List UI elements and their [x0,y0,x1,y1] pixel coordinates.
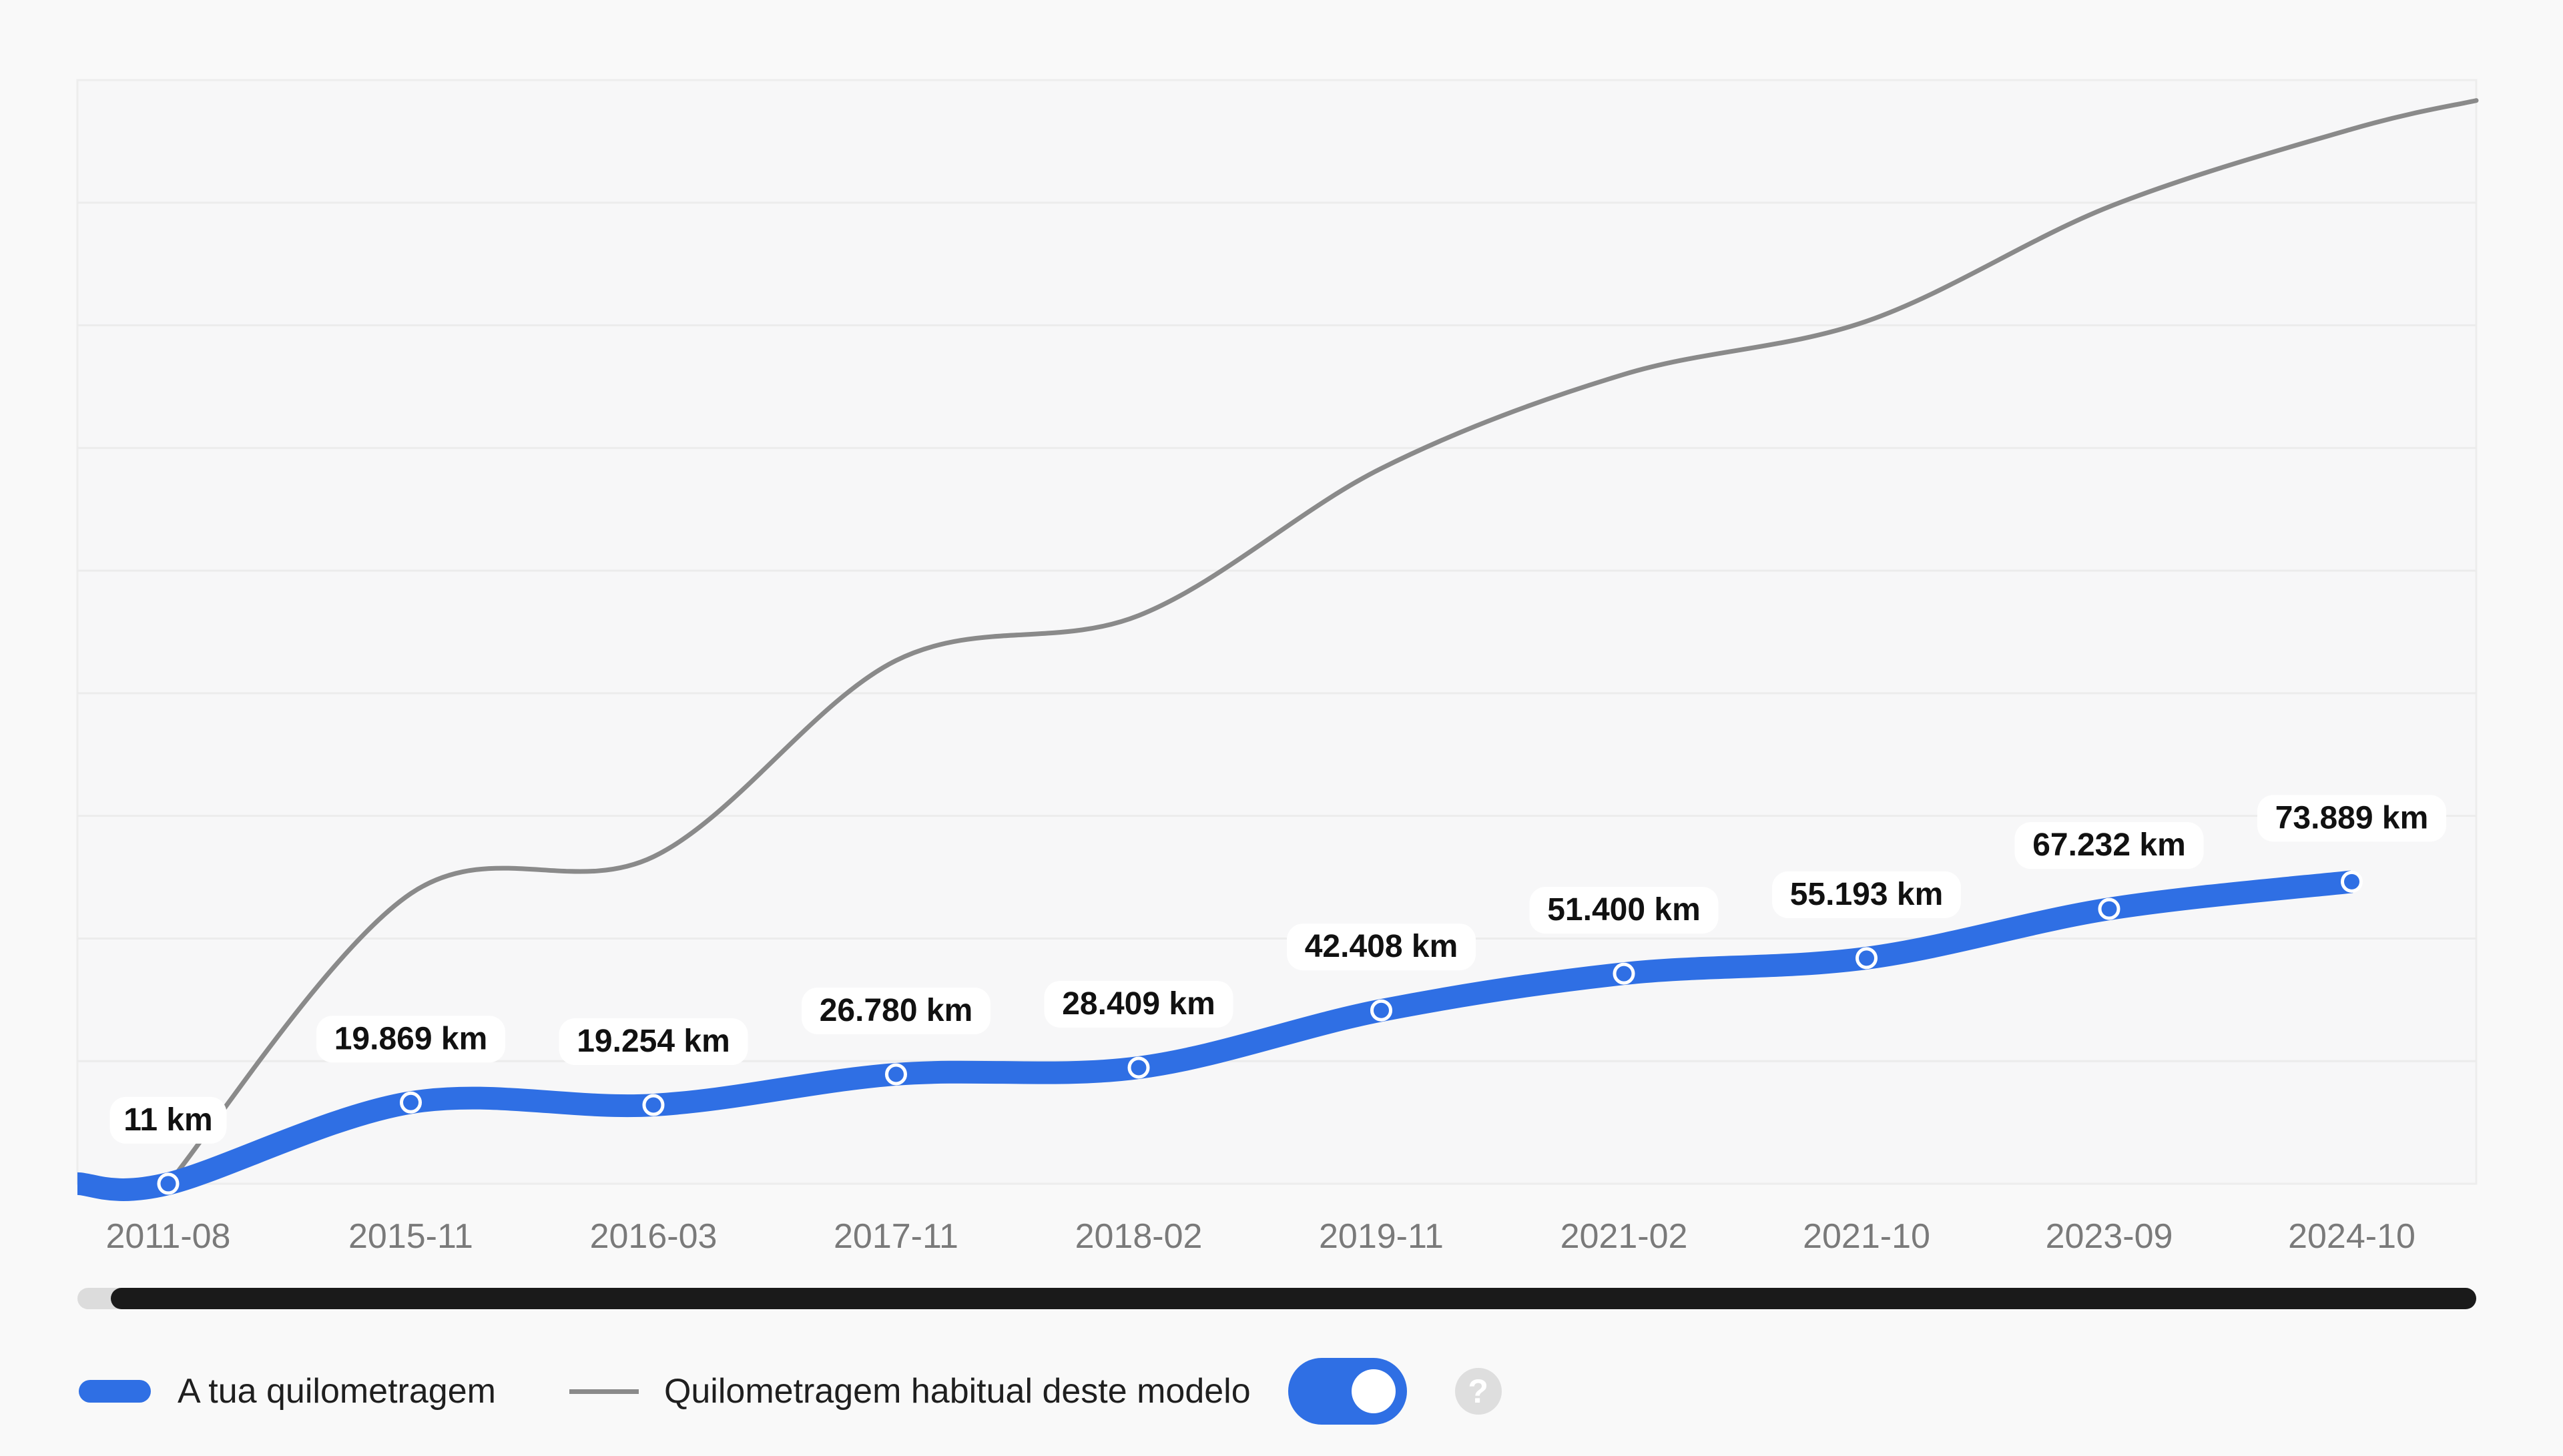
plot-area [76,79,2478,1185]
data-label: 19.254 km [577,1024,730,1059]
data-label: 11 km [123,1102,212,1138]
x-tick-label: 2024-10 [2288,1217,2415,1256]
data-label-bg [1287,924,1476,971]
data-point[interactable] [1613,962,1635,985]
data-label: 73.889 km [2275,800,2429,835]
data-point[interactable] [1856,947,1878,970]
toggle-knob [1351,1369,1396,1413]
data-point[interactable] [885,1063,907,1086]
data-point[interactable] [642,1094,665,1116]
data-point[interactable] [2341,870,2363,893]
data-label-bg [1529,887,1719,934]
data-points [157,870,2363,1195]
help-icon[interactable]: ? [1454,1368,1502,1415]
legend-label-your-mileage: A tua quilometragem [178,1372,496,1411]
data-label-bg [1772,871,1961,918]
x-axis-ticks: 2011-08 2015-11 2016-03 2017-11 2018-02 2019-… [106,1217,2415,1256]
x-tick-label: 2016-03 [590,1217,718,1256]
x-tick-label: 2011-08 [106,1217,231,1256]
data-labels: 11 km 19.869 km 19.254 km 26.780 km 28.409 k… [109,795,2446,1144]
data-label: 55.193 km [1790,877,1944,912]
x-tick-label: 2017-11 [834,1217,958,1256]
legend-swatch-typical-mileage [569,1389,639,1394]
data-label: 67.232 km [2032,827,2186,863]
series-line-typical-mileage [166,98,2479,1186]
data-label-bg [1044,980,1233,1028]
x-tick-label: 2018-02 [1075,1217,1203,1256]
scrollbar[interactable] [77,1288,2476,1309]
scrollbar-thumb[interactable] [111,1288,2476,1309]
data-label: 19.869 km [334,1021,488,1056]
data-label: 28.409 km [1062,986,1215,1022]
data-point[interactable] [2098,897,2120,920]
data-label-bg [2257,795,2446,842]
data-label-bg [802,987,990,1034]
x-tick-label: 2019-11 [1319,1217,1444,1256]
data-point[interactable] [400,1091,422,1114]
data-label: 42.408 km [1305,929,1458,964]
data-point[interactable] [1370,999,1392,1022]
legend: A tua quilometragem Quilometragem habitu… [79,1358,1502,1425]
typical-mileage-toggle[interactable] [1288,1358,1407,1425]
data-point[interactable] [157,1172,180,1195]
data-label: 26.780 km [820,993,973,1028]
legend-swatch-your-mileage [79,1380,151,1403]
x-tick-label: 2021-02 [1560,1217,1688,1256]
data-label-bg [109,1096,227,1144]
legend-label-typical-mileage: Quilometragem habitual deste modelo [663,1372,1251,1411]
data-label-bg [559,1018,748,1066]
data-label-bg [316,1016,505,1063]
data-point[interactable] [1127,1056,1150,1079]
x-tick-label: 2023-09 [2046,1217,2173,1256]
x-tick-label: 2021-10 [1803,1217,1930,1256]
x-tick-label: 2015-11 [348,1217,473,1256]
data-label-bg [2014,822,2204,869]
data-label: 51.400 km [1547,892,1701,928]
